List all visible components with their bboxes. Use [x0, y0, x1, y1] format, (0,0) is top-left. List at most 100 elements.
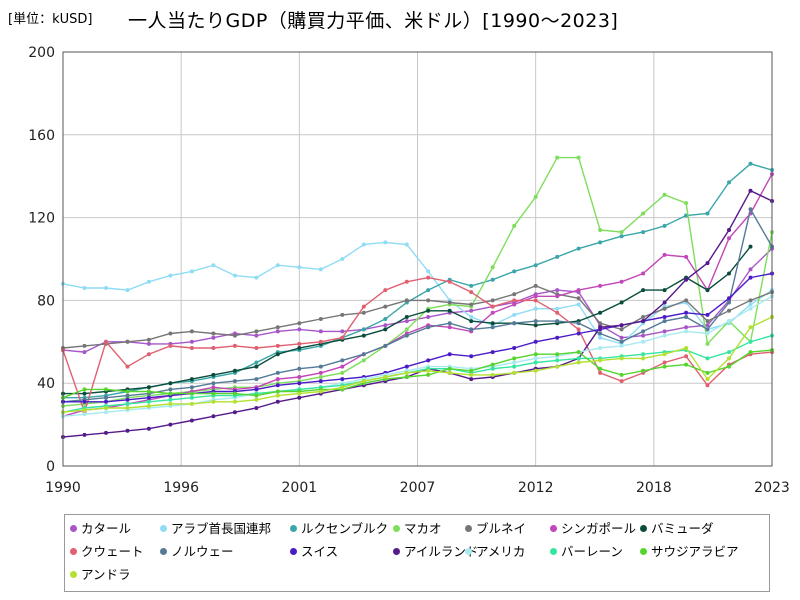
data-point	[555, 364, 560, 369]
data-point	[189, 377, 194, 382]
data-point	[598, 321, 603, 326]
data-point	[254, 393, 259, 398]
data-point	[404, 327, 409, 332]
data-point	[641, 288, 646, 293]
data-point	[727, 319, 731, 324]
data-point	[404, 279, 409, 284]
data-point	[619, 230, 624, 235]
legend-item: アメリカ	[465, 544, 525, 560]
data-point	[684, 213, 689, 218]
data-point	[490, 362, 495, 367]
data-point	[211, 346, 216, 350]
data-point	[598, 228, 603, 232]
data-point	[211, 381, 216, 386]
data-point	[383, 343, 388, 348]
data-point	[146, 389, 151, 394]
legend-label: アンドラ	[81, 567, 131, 582]
data-point	[254, 346, 259, 350]
data-point	[512, 269, 517, 274]
data-point	[168, 422, 173, 427]
data-point	[705, 370, 710, 375]
data-point	[275, 263, 280, 268]
data-point	[404, 370, 409, 375]
data-point	[705, 377, 710, 382]
data-point	[748, 275, 753, 280]
data-point	[555, 288, 560, 293]
data-point	[383, 288, 388, 293]
data-point	[705, 331, 710, 336]
data-point	[189, 346, 194, 350]
data-point	[576, 155, 581, 160]
data-point	[469, 302, 474, 307]
data-point	[641, 339, 646, 344]
legend-item: カタール	[70, 521, 131, 537]
data-point	[340, 335, 345, 340]
legend-item: マカオ	[393, 521, 442, 537]
data-point	[662, 319, 667, 324]
data-point	[533, 368, 538, 373]
series-line	[62, 156, 773, 407]
data-point	[361, 242, 366, 247]
data-point	[727, 271, 731, 276]
data-point	[318, 364, 323, 369]
data-point	[705, 323, 710, 328]
data-point	[254, 406, 259, 410]
data-point	[447, 279, 452, 284]
data-point	[598, 310, 603, 315]
data-point	[189, 391, 194, 396]
data-point	[727, 356, 731, 361]
data-point	[125, 397, 130, 402]
data-point	[748, 350, 753, 355]
data-point	[82, 399, 87, 404]
data-point	[748, 302, 753, 307]
legend-label: アメリカ	[476, 544, 526, 559]
data-point	[146, 385, 151, 390]
data-point	[490, 366, 495, 371]
data-point	[705, 383, 710, 388]
data-point	[104, 387, 108, 392]
data-point	[576, 350, 581, 355]
data-point	[641, 211, 646, 216]
data-point	[232, 273, 237, 278]
data-point	[340, 329, 345, 334]
data-point	[189, 269, 194, 274]
data-point	[555, 335, 560, 340]
series-line	[63, 272, 773, 403]
data-point	[641, 230, 646, 235]
plot-frame	[62, 51, 773, 467]
data-point	[189, 395, 194, 400]
data-point	[619, 279, 624, 284]
data-point	[254, 397, 259, 402]
data-point	[748, 188, 753, 193]
data-point	[662, 288, 667, 293]
data-point	[727, 296, 731, 301]
data-point	[469, 283, 474, 288]
series-14	[61, 315, 774, 415]
data-point	[598, 358, 603, 363]
data-point	[748, 298, 753, 303]
data-point	[555, 310, 560, 315]
axis-tick-labels: 0 40 80 120 160 200 1990 1996 2001 2007 2012 2018 20…	[28, 45, 790, 496]
data-point	[641, 333, 646, 338]
data-point	[619, 356, 624, 361]
legend-marker	[290, 548, 297, 555]
data-point	[189, 385, 194, 390]
data-point	[211, 414, 216, 419]
data-point	[340, 358, 345, 363]
data-point	[576, 360, 581, 365]
data-point	[275, 377, 280, 382]
data-point	[383, 304, 388, 309]
data-point	[275, 329, 280, 334]
data-point	[490, 321, 495, 326]
data-point	[598, 283, 603, 288]
data-point	[297, 341, 302, 346]
data-point	[404, 375, 409, 379]
data-point	[125, 393, 130, 398]
data-point	[727, 308, 731, 313]
legend: カタール アラブ首長国連邦 ルクセンブルク マカオ ブルネイ シンガポール バミューダ クウェ…	[64, 514, 770, 592]
data-point	[490, 325, 495, 330]
legend-marker	[290, 525, 297, 532]
data-point	[469, 315, 474, 319]
series-13	[61, 348, 774, 400]
data-point	[189, 329, 194, 334]
